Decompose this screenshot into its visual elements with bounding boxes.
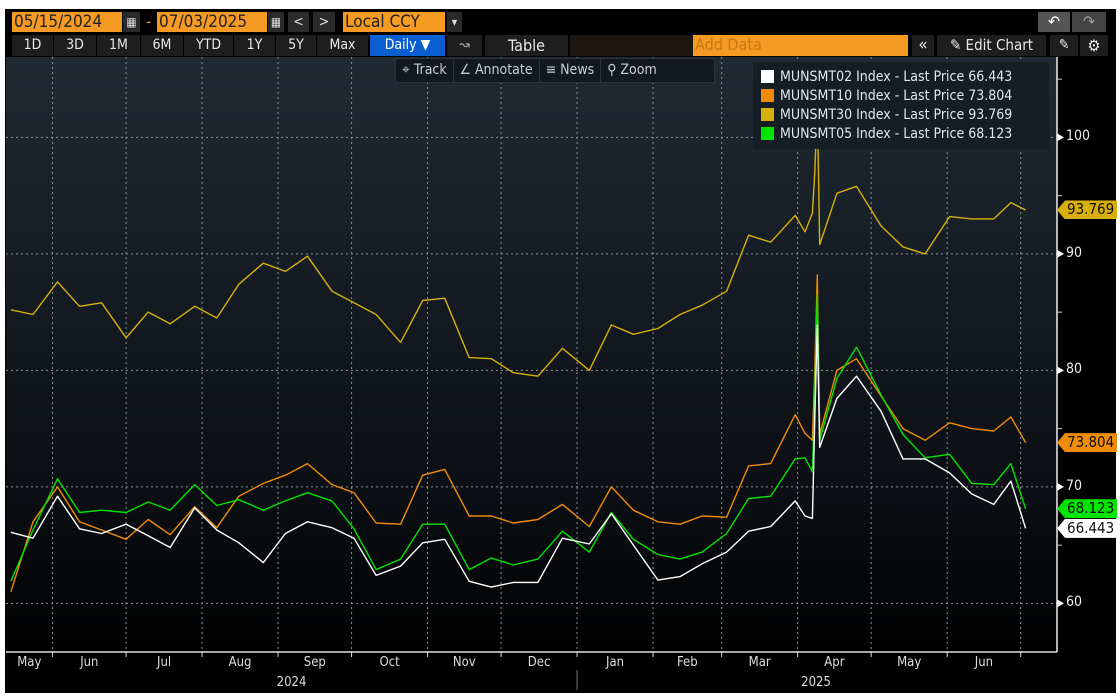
- annotate-icon: ∠: [459, 62, 471, 78]
- calendar-icon[interactable]: ▦: [268, 12, 284, 32]
- y-tick-label: 100: [1066, 128, 1091, 145]
- x-year-label: 2025: [801, 675, 831, 690]
- legend-value: 93.769: [968, 106, 1013, 123]
- undo-button[interactable]: ↶: [1038, 12, 1070, 32]
- x-month-label: Feb: [677, 655, 698, 670]
- series-line-munsmt10[interactable]: [10, 274, 1027, 592]
- last-price-tag: 73.804: [1057, 433, 1118, 453]
- legend-value: 73.804: [968, 87, 1013, 104]
- series-line-munsmt05[interactable]: [10, 294, 1027, 582]
- plot-area[interactable]: [6, 57, 1057, 652]
- prev-period-button[interactable]: <: [288, 12, 309, 32]
- start-date-input[interactable]: 05/15/2024: [12, 12, 122, 32]
- y-tick-mark: [1057, 133, 1064, 142]
- legend-label: MUNSMT02 Index - Last Price: [780, 68, 965, 85]
- series-line-munsmt02[interactable]: [10, 324, 1027, 588]
- zoom-icon: ⚲: [607, 62, 617, 78]
- legend-label: MUNSMT30 Index - Last Price: [780, 106, 965, 123]
- add-data-input[interactable]: Add Data: [693, 35, 908, 56]
- x-month-label: Nov: [452, 655, 476, 670]
- legend-label: MUNSMT10 Index - Last Price: [780, 87, 965, 104]
- x-month-label: Oct: [379, 655, 400, 670]
- y-tick-mark: [1057, 249, 1064, 258]
- track-button[interactable]: ⌖ Track: [396, 59, 454, 82]
- x-month-label: Apr: [824, 655, 845, 670]
- x-month-label: Jun: [80, 655, 99, 670]
- legend-value: 68.123: [968, 125, 1013, 142]
- end-date-input[interactable]: 07/03/2025: [157, 12, 267, 32]
- chart-tools-bar: ⌖ Track ∠ Annotate ≡ News ⚲ Zoom: [395, 58, 715, 83]
- last-price-tag: 93.769: [1057, 200, 1118, 220]
- chart-settings-icon[interactable]: ✎: [1050, 35, 1078, 56]
- legend-item[interactable]: MUNSMT10 Index - Last Price 73.804: [761, 86, 1041, 105]
- news-icon: ≡: [545, 62, 557, 78]
- currency-select[interactable]: Local CCY: [343, 12, 445, 32]
- x-month-label: Mar: [748, 655, 771, 670]
- range-1y[interactable]: 1Y: [234, 35, 275, 56]
- x-month-label: Aug: [228, 655, 252, 670]
- x-month-label: Jul: [157, 655, 172, 670]
- frequency-select[interactable]: Daily ▼: [370, 35, 445, 56]
- date-separator: -: [146, 12, 152, 31]
- edit-chart-label: Edit Chart: [965, 36, 1034, 54]
- legend-swatch: [761, 70, 774, 83]
- range-1m[interactable]: 1M: [97, 35, 140, 56]
- legend-label: MUNSMT05 Index - Last Price: [780, 125, 965, 142]
- legend-item[interactable]: MUNSMT02 Index - Last Price 66.443: [761, 67, 1041, 86]
- x-month-label: May: [17, 655, 42, 670]
- range-5y[interactable]: 5Y: [276, 35, 316, 56]
- y-tick-label: 70: [1066, 477, 1083, 494]
- currency-dropdown-arrow[interactable]: ▾: [447, 12, 462, 32]
- table-button[interactable]: Table: [485, 35, 568, 56]
- legend-swatch: [761, 89, 774, 102]
- legend-item[interactable]: MUNSMT05 Index - Last Price 68.123: [761, 124, 1041, 143]
- x-month-label: Dec: [527, 655, 551, 670]
- next-period-button[interactable]: >: [313, 12, 335, 32]
- edit-chart-button[interactable]: ✎ Edit Chart: [937, 35, 1046, 56]
- y-tick-mark: [1057, 599, 1064, 608]
- line-chart-icon[interactable]: ↝: [447, 35, 482, 56]
- redo-button[interactable]: ↷: [1072, 12, 1106, 32]
- series-line-munsmt30[interactable]: [10, 101, 1026, 377]
- last-price-tag: 66.443: [1057, 518, 1118, 538]
- x-month-label: Sep: [303, 655, 326, 670]
- legend-swatch: [761, 108, 774, 121]
- calendar-icon[interactable]: ▦: [123, 12, 140, 32]
- x-month-label: Jan: [606, 655, 625, 670]
- x-month-label: Jun: [974, 655, 994, 670]
- legend: MUNSMT02 Index - Last Price 66.443 MUNSM…: [753, 62, 1049, 149]
- legend-value: 66.443: [968, 68, 1013, 85]
- y-tick-label: 60: [1066, 594, 1083, 611]
- x-month-label: May: [897, 655, 922, 670]
- zoom-button[interactable]: ⚲ Zoom: [601, 59, 663, 82]
- zoom-label: Zoom: [620, 62, 657, 78]
- crosshair-icon: ⌖: [402, 62, 410, 78]
- gear-icon[interactable]: ⚙: [1080, 35, 1108, 56]
- y-tick-mark: [1057, 482, 1064, 491]
- pencil-icon: ✎: [949, 36, 962, 54]
- range-1d[interactable]: 1D: [12, 35, 53, 56]
- track-label: Track: [413, 62, 447, 78]
- annotate-label: Annotate: [474, 62, 533, 78]
- legend-item[interactable]: MUNSMT30 Index - Last Price 93.769: [761, 105, 1041, 124]
- range-6m[interactable]: 6M: [141, 35, 183, 56]
- news-button[interactable]: ≡ News: [540, 59, 602, 82]
- collapse-button[interactable]: «: [912, 35, 934, 56]
- y-tick-label: 90: [1066, 244, 1083, 261]
- range-ytd[interactable]: YTD: [184, 35, 233, 56]
- range-max[interactable]: Max: [317, 35, 368, 56]
- news-label: News: [560, 62, 595, 78]
- annotate-button[interactable]: ∠ Annotate: [454, 59, 540, 82]
- y-tick-label: 80: [1066, 361, 1083, 378]
- legend-swatch: [761, 127, 774, 140]
- last-price-tag: 68.123: [1057, 499, 1118, 519]
- range-3d[interactable]: 3D: [54, 35, 96, 56]
- y-tick-mark: [1057, 366, 1064, 375]
- x-year-label: 2024: [276, 675, 307, 690]
